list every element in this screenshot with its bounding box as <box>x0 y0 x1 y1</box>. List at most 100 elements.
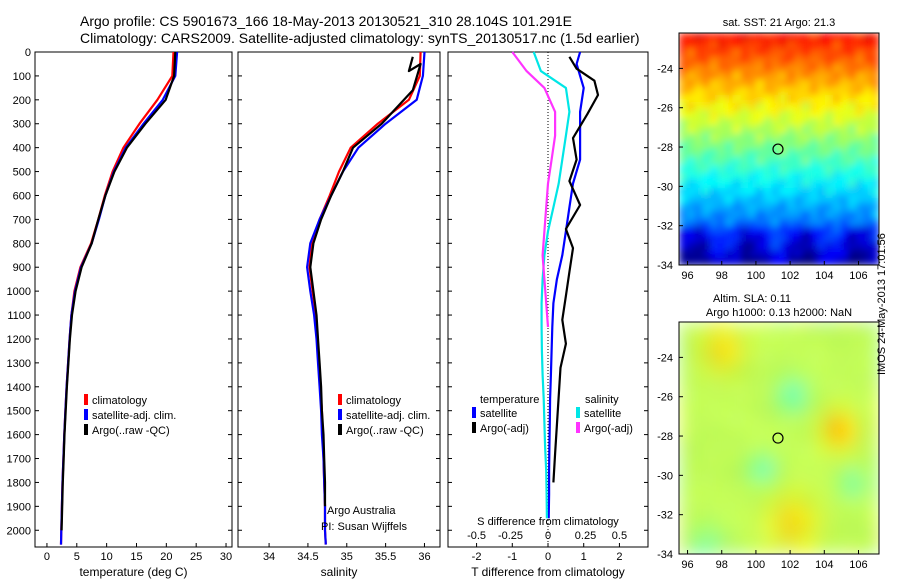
heatmap-cell <box>840 218 849 227</box>
heatmap-cell <box>732 391 742 400</box>
heatmap-cell <box>871 149 879 158</box>
heatmap-cell <box>855 172 865 181</box>
heatmap-cell <box>809 407 819 416</box>
heatmap-cell <box>717 187 726 196</box>
heatmap-cell <box>702 337 711 346</box>
heatmap-cell <box>771 187 780 196</box>
heatmap-cell <box>702 438 711 447</box>
heatmap-cell <box>763 102 772 111</box>
heatmap-cell <box>840 322 849 331</box>
heatmap-cell <box>732 438 742 447</box>
heatmap-cell <box>717 399 726 408</box>
heatmap-cell <box>840 329 849 338</box>
heatmap-cell <box>786 360 795 369</box>
heatmap-cell <box>786 337 795 346</box>
heatmap-cell <box>871 210 879 220</box>
argo-location-marker <box>772 143 784 155</box>
heatmap-cell <box>709 33 719 42</box>
heatmap-cell <box>702 546 711 554</box>
header-line-1: Argo profile: CS 5901673_166 18-May-2013… <box>80 13 572 29</box>
heatmap-cell <box>779 492 788 501</box>
heatmap-cell <box>771 422 780 431</box>
heatmap-cell <box>755 507 765 516</box>
heatmap-cell <box>732 546 742 554</box>
heatmap-cell <box>786 226 795 235</box>
heatmap-cell <box>779 322 788 331</box>
heatmap-cell <box>794 368 803 377</box>
heatmap-cell <box>725 156 734 165</box>
heatmap-cell <box>817 94 826 104</box>
heatmap-cell <box>725 499 734 509</box>
heatmap-cell <box>740 468 749 478</box>
heatmap-cell <box>732 87 742 96</box>
heatmap-cell <box>832 234 842 243</box>
heatmap-cell <box>686 71 695 80</box>
heatmap-cell <box>809 422 819 431</box>
heatmap-cell <box>840 523 849 532</box>
heatmap-cell <box>817 484 826 493</box>
heatmap-cell <box>725 407 734 416</box>
heatmap-cell <box>755 476 765 485</box>
heatmap-cell <box>786 133 795 142</box>
heatmap-cell <box>755 430 765 439</box>
heatmap-cell <box>779 368 788 377</box>
heatmap-cell <box>725 172 734 181</box>
heatmap-cell <box>771 376 780 385</box>
heatmap-cell <box>825 430 834 439</box>
heatmap-cell <box>740 179 749 189</box>
heatmap-cell <box>679 218 688 227</box>
heatmap-cell <box>694 414 703 424</box>
heatmap-cell <box>732 515 742 524</box>
heatmap-cell <box>855 218 865 227</box>
heatmap-cell <box>702 102 711 111</box>
heatmap-cell <box>794 399 803 408</box>
heatmap-cell <box>709 530 719 540</box>
heatmap-cell <box>725 523 734 532</box>
heatmap-cell <box>763 538 772 547</box>
heatmap-cell <box>771 523 780 532</box>
heatmap-cell <box>740 102 749 111</box>
depth-tick-label: 1800 <box>7 477 31 489</box>
heatmap-cell <box>802 391 811 400</box>
heatmap-cell <box>794 71 803 80</box>
heatmap-cell <box>694 438 703 447</box>
heatmap-cell <box>779 383 788 393</box>
depth-tick-label: 1400 <box>7 382 31 394</box>
heatmap-cell <box>755 530 765 540</box>
heatmap-cell <box>717 515 726 524</box>
heatmap-cell <box>679 125 688 135</box>
heatmap-cell <box>694 499 703 509</box>
heatmap-cell <box>686 118 695 127</box>
heatmap-cell <box>786 476 795 485</box>
heatmap-cell <box>817 391 826 400</box>
heatmap-cell <box>825 468 834 478</box>
heatmap-cell <box>755 87 765 96</box>
heatmap-cell <box>840 94 849 104</box>
heatmap-cell <box>802 368 811 377</box>
heatmap-cell <box>786 118 795 127</box>
map-y-tick-label: -32 <box>657 221 673 233</box>
x-tick-label: 1 <box>581 551 587 563</box>
panel-frame <box>34 51 233 548</box>
heatmap-cell <box>863 476 872 485</box>
heatmap-cell <box>794 492 803 501</box>
heatmap-cell <box>840 399 849 408</box>
heatmap-cell <box>717 530 726 540</box>
heatmap-cell <box>763 376 772 385</box>
legend-label: satellite-adj. clim. <box>92 410 176 422</box>
heatmap-cell <box>863 407 872 416</box>
heatmap-cell <box>740 94 749 104</box>
heatmap-cell <box>686 476 695 485</box>
heatmap-cell <box>763 133 772 142</box>
heatmap-cell <box>771 345 780 354</box>
heatmap-cell <box>817 337 826 346</box>
heatmap-cell <box>755 218 765 227</box>
heatmap-cell <box>779 484 788 493</box>
heatmap-cell <box>771 241 780 251</box>
heatmap-cell <box>794 453 803 462</box>
heatmap-cell <box>825 337 834 346</box>
heatmap-cell <box>832 156 842 165</box>
heatmap-cell <box>679 391 688 400</box>
heatmap-cell <box>694 195 703 204</box>
heatmap-cell <box>794 187 803 196</box>
